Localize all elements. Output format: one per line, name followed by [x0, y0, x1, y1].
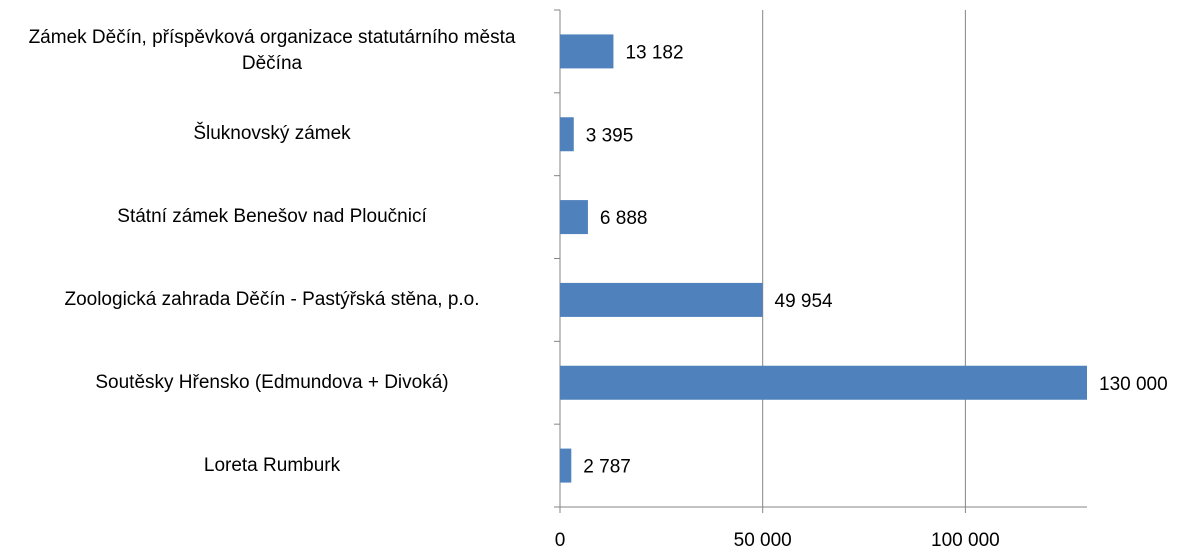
bar: [560, 200, 588, 235]
value-label: 49 954: [775, 291, 834, 312]
bar: [560, 282, 763, 317]
x-tick-label: 0: [555, 530, 566, 548]
value-label: 6 888: [600, 208, 648, 229]
value-label: 3 395: [586, 125, 634, 146]
x-tick-label: 50 000: [734, 530, 792, 548]
y-tick-label: Zoologická zahrada Děčín - Pastýřská stě…: [64, 288, 480, 310]
y-tick-label: Zámek Děčín, příspěvková organizace stat…: [28, 27, 516, 75]
x-tick-label: 100 000: [931, 530, 1000, 548]
value-label: 2 787: [583, 457, 631, 478]
bar: [560, 365, 1087, 400]
y-tick-label: Soutěsky Hřensko (Edmundova + Divoká): [95, 371, 449, 393]
bar: [560, 34, 614, 69]
value-label: 13 182: [625, 42, 683, 63]
bar: [560, 448, 572, 483]
y-tick-label: Státní zámek Benešov nad Ploučnicí: [117, 206, 427, 228]
y-tick-label: Loreta Rumburk: [203, 454, 341, 476]
y-tick-label: Šluknovský zámek: [193, 123, 351, 145]
bar: [560, 117, 574, 152]
value-label: 130 000: [1099, 374, 1168, 395]
